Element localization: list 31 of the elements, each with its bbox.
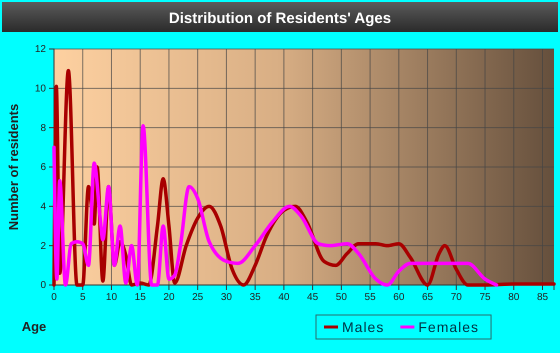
x-tick-label: 70: [450, 292, 462, 304]
x-tick-label: 55: [364, 292, 376, 304]
x-tick-label: 10: [106, 292, 118, 304]
x-tick-label: 5: [80, 292, 86, 304]
x-tick-label: 60: [393, 292, 405, 304]
legend-label: Males: [342, 319, 384, 335]
x-tick-label: 25: [192, 292, 204, 304]
x-tick-label: 65: [422, 292, 434, 304]
x-tick-label: 50: [336, 292, 348, 304]
y-tick-label: 12: [34, 44, 46, 56]
y-tick-label: 2: [40, 240, 46, 252]
legend-label: Females: [418, 319, 480, 335]
x-tick-label: 35: [250, 292, 262, 304]
x-tick-label: 85: [536, 292, 549, 304]
y-tick-label: 8: [40, 122, 46, 134]
x-tick-label: 80: [508, 292, 520, 304]
chart-title: Distribution of Residents' Ages: [168, 10, 392, 27]
x-tick-label: 40: [278, 292, 290, 304]
x-tick-label: 20: [163, 292, 175, 304]
y-axis-title: Number of residents: [6, 104, 21, 230]
y-tick-label: 6: [40, 162, 46, 174]
y-tick-label: 0: [40, 280, 46, 292]
x-tick-label: 0: [51, 292, 58, 304]
x-tick-label: 75: [479, 292, 492, 304]
x-tick-label: 45: [307, 292, 319, 304]
x-tick-label: 15: [134, 292, 146, 304]
y-tick-label: 4: [40, 202, 46, 213]
x-tick-label: 30: [220, 292, 232, 304]
y-tick-label: 10: [34, 84, 46, 95]
x-axis-title: Age: [22, 319, 46, 334]
line-series: [52, 124, 498, 287]
